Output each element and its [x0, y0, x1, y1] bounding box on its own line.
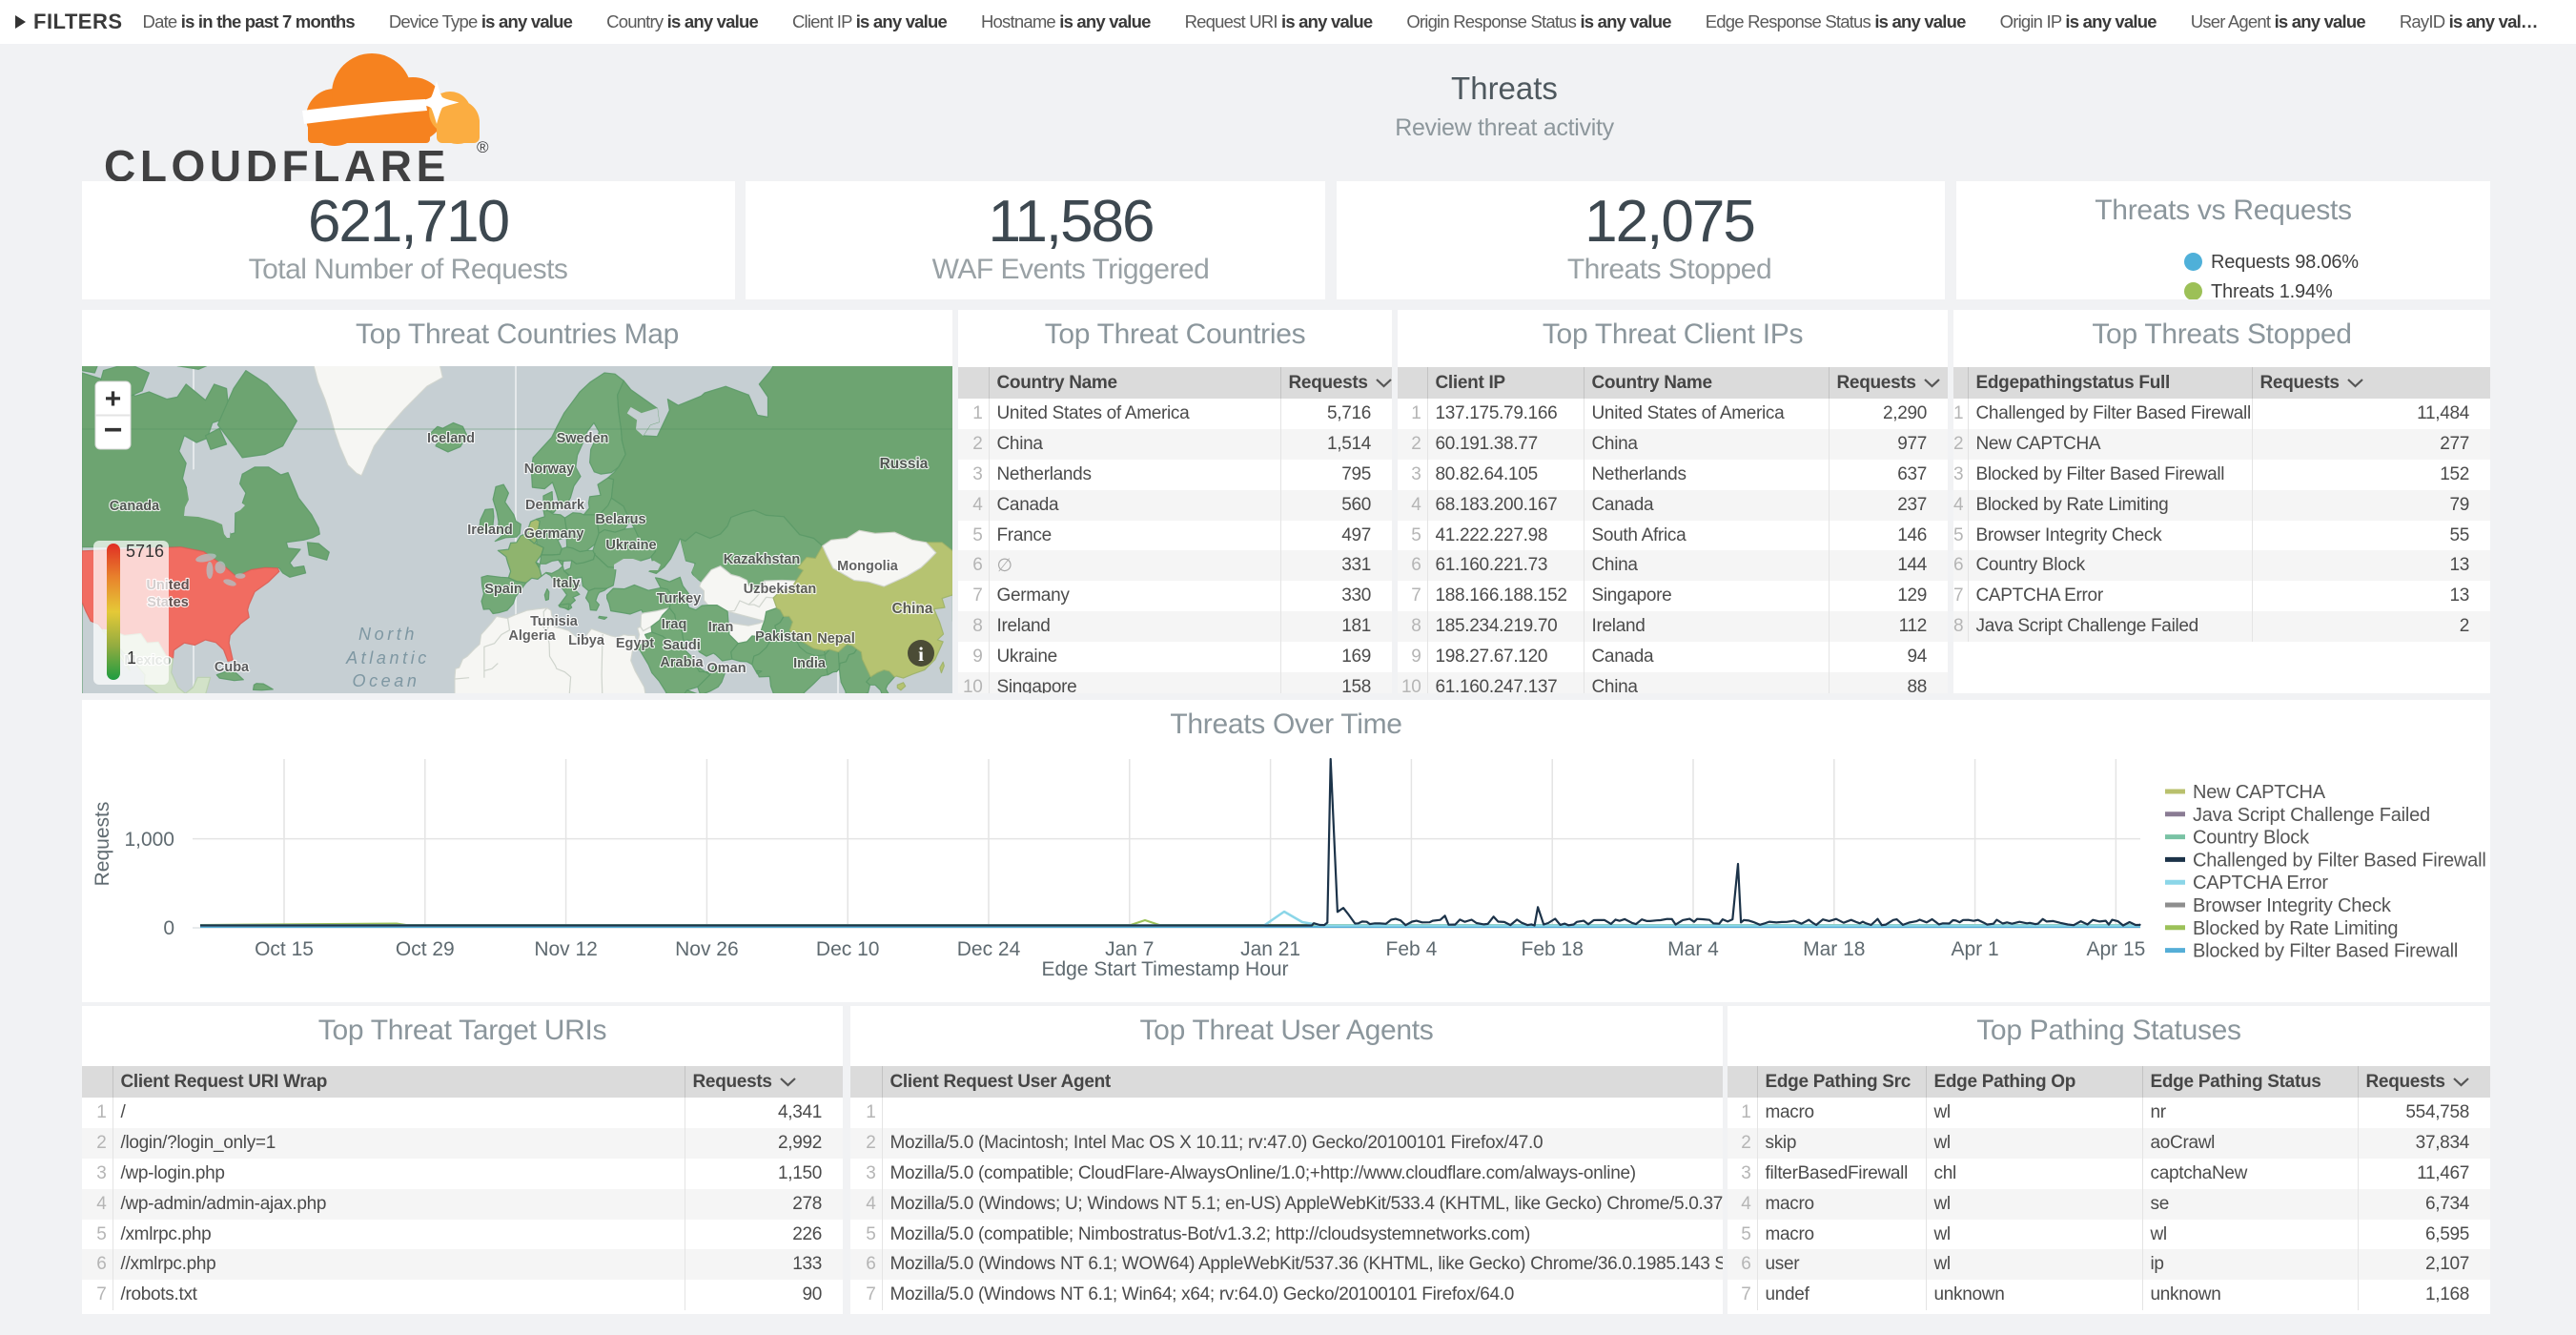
svg-text:Uzbekistan: Uzbekistan — [744, 582, 817, 597]
svg-text:Blocked by Filter Based Firewa: Blocked by Filter Based Firewall — [2193, 941, 2458, 962]
svg-text:Russia: Russia — [880, 456, 929, 472]
svg-text:Saudi: Saudi — [663, 638, 700, 653]
svg-text:Java Script Challenge Failed: Java Script Challenge Failed — [2193, 805, 2430, 826]
svg-text:Sweden: Sweden — [557, 431, 609, 446]
svg-text:Oman: Oman — [706, 661, 746, 676]
svg-text:CAPTCHA Error: CAPTCHA Error — [2193, 873, 2328, 893]
svg-text:Ukraine: Ukraine — [605, 538, 656, 553]
svg-text:Requests: Requests — [92, 802, 113, 887]
svg-text:Atlantic: Atlantic — [345, 648, 430, 668]
svg-text:Italy: Italy — [552, 576, 580, 591]
svg-text:Nov 12: Nov 12 — [534, 938, 598, 960]
svg-text:Iran: Iran — [708, 620, 734, 635]
svg-text:Mar 4: Mar 4 — [1667, 938, 1719, 960]
svg-text:Canada: Canada — [110, 499, 160, 514]
svg-text:Oct 29: Oct 29 — [396, 938, 455, 960]
svg-text:Turkey: Turkey — [657, 591, 701, 606]
svg-text:Pakistan: Pakistan — [755, 629, 812, 645]
svg-text:India: India — [793, 656, 827, 671]
svg-text:Dec 10: Dec 10 — [816, 938, 880, 960]
svg-text:Feb 4: Feb 4 — [1386, 938, 1438, 960]
svg-text:Country Block: Country Block — [2193, 828, 2310, 849]
svg-text:Cuba: Cuba — [215, 660, 250, 675]
svg-text:Apr 1: Apr 1 — [1951, 938, 1998, 960]
svg-text:1: 1 — [127, 648, 136, 668]
svg-text:Iraq: Iraq — [662, 617, 687, 632]
svg-text:Jan 21: Jan 21 — [1240, 938, 1300, 960]
svg-text:Tunisia: Tunisia — [530, 614, 579, 629]
svg-text:Blocked by Rate Limiting: Blocked by Rate Limiting — [2193, 918, 2398, 939]
svg-text:Belarus: Belarus — [595, 512, 645, 527]
svg-text:Oct 15: Oct 15 — [255, 938, 314, 960]
svg-text:China: China — [891, 601, 932, 617]
svg-text:Mongolia: Mongolia — [837, 559, 899, 574]
svg-text:Egypt: Egypt — [616, 636, 654, 651]
svg-text:Jan 7: Jan 7 — [1105, 938, 1154, 960]
svg-text:−: − — [104, 412, 123, 448]
svg-text:+: + — [105, 383, 122, 415]
svg-text:Nepal: Nepal — [817, 631, 855, 647]
svg-text:New CAPTCHA: New CAPTCHA — [2193, 782, 2326, 803]
svg-text:®: ® — [477, 138, 489, 156]
svg-text:Norway: Norway — [524, 462, 574, 477]
svg-text:North: North — [358, 625, 418, 644]
svg-text:Edge Start Timestamp Hour: Edge Start Timestamp Hour — [1041, 958, 1288, 980]
svg-text:Kazakhstan: Kazakhstan — [724, 552, 801, 567]
svg-text:Browser Integrity Check: Browser Integrity Check — [2193, 895, 2392, 916]
svg-text:i: i — [918, 643, 924, 666]
svg-text:Nov 26: Nov 26 — [675, 938, 739, 960]
svg-text:Feb 18: Feb 18 — [1522, 938, 1584, 960]
svg-text:Denmark: Denmark — [525, 498, 585, 513]
svg-text:Apr 15: Apr 15 — [2086, 938, 2145, 960]
svg-text:5716: 5716 — [126, 542, 164, 561]
svg-text:Dec 24: Dec 24 — [957, 938, 1021, 960]
svg-text:Libya: Libya — [568, 633, 605, 648]
svg-text:Ocean: Ocean — [352, 671, 419, 690]
svg-text:Germany: Germany — [524, 526, 584, 542]
svg-text:Iceland: Iceland — [427, 431, 475, 446]
svg-text:Algeria: Algeria — [508, 628, 556, 644]
svg-text:0: 0 — [163, 917, 174, 939]
svg-text:Spain: Spain — [484, 582, 521, 597]
svg-text:Mar 18: Mar 18 — [1803, 938, 1865, 960]
svg-text:Ireland: Ireland — [467, 523, 513, 538]
svg-text:Arabia: Arabia — [660, 655, 704, 670]
svg-text:Challenged by Filter Based Fir: Challenged by Filter Based Firewall — [2193, 850, 2486, 871]
svg-text:1,000: 1,000 — [124, 829, 174, 851]
